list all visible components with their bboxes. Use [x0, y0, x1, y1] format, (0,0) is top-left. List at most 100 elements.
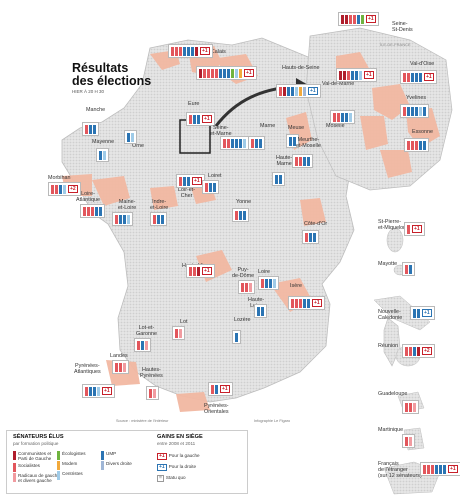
legend-swatch [13, 463, 16, 472]
dept-label-line: Mayenne [92, 139, 115, 145]
dept-card-st-pierre[interactable]: +1 [404, 222, 425, 236]
gain-badge: +1 [157, 464, 167, 471]
graphic-credit: Infographie Le Figaro [254, 419, 291, 423]
dept-card-seine-st-denis[interactable]: +1 [338, 12, 379, 26]
senator-icon-ump [257, 306, 260, 316]
dept-card-seine-et-marne[interactable] [220, 136, 249, 150]
dept-card-guadeloupe[interactable] [402, 400, 419, 414]
dept-card-francais-etranger[interactable]: +1 [420, 462, 460, 476]
dept-card-reunion[interactable]: +2 [402, 344, 435, 358]
dept-card-hautes-pyrenees[interactable] [146, 386, 159, 400]
dept-card-cote-dor[interactable] [302, 230, 319, 244]
dept-card-val-doise[interactable]: +1 [400, 70, 437, 84]
senator-icon-ump [419, 140, 422, 150]
dept-label-line: Côte-d'Or [304, 221, 328, 227]
dept-label-line: Lozère [234, 317, 251, 323]
senator-icon-socialistes [203, 68, 206, 78]
senator-icon-socialistes [241, 282, 244, 292]
dept-label-hauts-de-seine: Hauts-de-Seine [282, 65, 319, 72]
dept-label-loir-et-cher: Loir-et- Cher [178, 187, 195, 200]
seat-gain-badge: +1 [308, 87, 318, 95]
dept-card-lot[interactable] [172, 326, 185, 340]
dept-card-loiret[interactable] [202, 180, 219, 194]
dept-label-yvelines: Yvelines [406, 95, 426, 102]
senator-icon-socialistes [405, 436, 408, 446]
senator-icon-ump [123, 214, 126, 224]
seat-gain-badge: +1 [364, 71, 374, 79]
dept-card-eure[interactable]: +1 [186, 112, 215, 126]
dept-card-hauts-de-seine[interactable]: +1 [276, 84, 321, 98]
dept-card-loire-atlantique[interactable] [80, 204, 105, 218]
dept-card-indre-et-loire[interactable] [150, 212, 167, 226]
senator-icon-socialistes [175, 328, 178, 338]
dept-card-nouvelle-caledonie[interactable]: +1 [410, 306, 435, 320]
dept-card-pas-de-calais[interactable]: +1 [168, 44, 213, 58]
seat-gain-badge: +1 [244, 69, 254, 77]
legend-swatch [57, 451, 60, 460]
dept-card-mayotte[interactable] [402, 262, 415, 276]
senator-icon-socialistes [407, 140, 410, 150]
dept-card-morbihan[interactable]: +2 [48, 182, 81, 196]
dept-card-lozere[interactable] [232, 330, 241, 344]
senator-icon-socialistes [349, 14, 352, 24]
senator-icon-gauche_divers [179, 328, 182, 338]
senator-icon-centristes [243, 138, 246, 148]
senator-icon-ump [235, 138, 238, 148]
dept-label-line: Atlantique [76, 196, 100, 203]
dept-card-pyrenees-atlantiques[interactable]: +1 [82, 384, 115, 398]
senator-icon-ump [313, 232, 316, 242]
dept-card-martinique[interactable] [402, 434, 415, 448]
dept-card-haute-loire[interactable] [254, 304, 267, 318]
dept-card-nord[interactable]: +1 [196, 66, 257, 80]
dept-card-loire[interactable] [258, 276, 279, 290]
senator-icon-ump [89, 386, 92, 396]
senator-icon-ump [423, 106, 426, 116]
dept-card-orne[interactable] [124, 130, 137, 144]
dept-card-meurthe-et-moselle[interactable] [292, 154, 313, 168]
dept-label-line: Manche [86, 107, 106, 113]
dept-card-mayenne[interactable] [96, 148, 109, 162]
dept-card-pyrenees-orientales[interactable]: +1 [208, 382, 233, 396]
dept-card-puy-de-dome[interactable] [238, 280, 255, 294]
dept-card-yonne[interactable] [232, 208, 249, 222]
legend-label: Divers droite [106, 461, 132, 466]
dept-label-francais-etranger: Français de l'étranger (sur 12 sénateurs) [378, 461, 422, 479]
ile-de-france-label: ÎLE-DE-FRANCE [380, 42, 411, 47]
dept-card-landes[interactable] [112, 360, 129, 374]
seat-gain-badge: +1 [192, 177, 202, 185]
dept-card-yvelines[interactable] [400, 104, 429, 118]
senator-icon-socialistes [405, 346, 408, 356]
dept-card-lot-et-garonne[interactable] [134, 338, 151, 352]
senator-icon-socialistes [291, 298, 294, 308]
dept-card-moselle[interactable] [330, 110, 355, 124]
senator-icon-socialistes [189, 266, 192, 276]
legend-item-gauche_divers: Radicaux de gauche et divers gauche [13, 473, 60, 483]
dept-label-eure: Eure [188, 101, 199, 108]
dept-card-isere[interactable]: +1 [288, 296, 325, 310]
dept-card-meuse[interactable] [286, 134, 299, 148]
dept-card-marne[interactable] [248, 136, 265, 150]
dept-card-loir-et-cher[interactable]: +1 [176, 174, 205, 188]
senator-icon-ump [239, 138, 242, 148]
dept-label-line: Seine- [212, 125, 229, 131]
dept-label-line: Morbihan [48, 175, 71, 181]
dept-label-line: Moselle [326, 123, 345, 129]
dept-card-val-de-marne[interactable]: +1 [336, 68, 377, 82]
legend-item-centristes: Centristes [57, 471, 83, 480]
dept-label-line: et-Marne [210, 130, 232, 137]
legend-item-droite_divers: Divers droite [101, 461, 132, 470]
dept-label-line: Orne [132, 143, 144, 149]
senator-icon-socialistes [227, 138, 230, 148]
legend-item-communistes: Communistes et Parti de Gauche [13, 451, 51, 461]
dept-card-manche[interactable] [82, 122, 99, 136]
senator-icon-ump [183, 176, 186, 186]
senator-icon-socialistes [251, 138, 254, 148]
seat-gain-badge: +2 [422, 347, 432, 355]
dept-card-essonne[interactable] [404, 138, 429, 152]
senator-icon-ump [287, 86, 290, 96]
dept-card-haute-marne[interactable] [272, 172, 285, 186]
senator-icon-socialistes [223, 138, 226, 148]
dept-card-maine-et-loire[interactable] [112, 212, 133, 226]
dept-card-haute-vienne[interactable]: +1 [186, 264, 215, 278]
senator-icon-ump [303, 156, 306, 166]
